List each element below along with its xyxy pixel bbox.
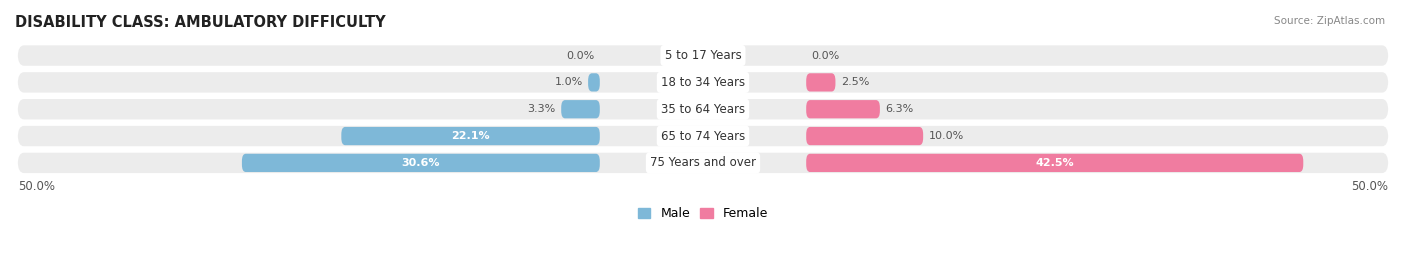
- Text: 65 to 74 Years: 65 to 74 Years: [661, 129, 745, 143]
- Text: 1.0%: 1.0%: [554, 77, 582, 87]
- FancyBboxPatch shape: [18, 99, 1388, 120]
- FancyBboxPatch shape: [18, 126, 1388, 146]
- FancyBboxPatch shape: [18, 45, 1388, 66]
- Text: 0.0%: 0.0%: [567, 51, 595, 61]
- FancyBboxPatch shape: [806, 127, 924, 145]
- Text: 42.5%: 42.5%: [1035, 158, 1074, 168]
- Text: 0.0%: 0.0%: [811, 51, 839, 61]
- Legend: Male, Female: Male, Female: [638, 207, 768, 220]
- Text: 10.0%: 10.0%: [929, 131, 965, 141]
- Text: Source: ZipAtlas.com: Source: ZipAtlas.com: [1274, 16, 1385, 26]
- Text: 75 Years and over: 75 Years and over: [650, 157, 756, 169]
- Text: 3.3%: 3.3%: [527, 104, 555, 114]
- Text: 35 to 64 Years: 35 to 64 Years: [661, 103, 745, 116]
- FancyBboxPatch shape: [561, 100, 600, 118]
- FancyBboxPatch shape: [588, 73, 600, 91]
- Text: DISABILITY CLASS: AMBULATORY DIFFICULTY: DISABILITY CLASS: AMBULATORY DIFFICULTY: [15, 15, 385, 30]
- Text: 22.1%: 22.1%: [451, 131, 489, 141]
- FancyBboxPatch shape: [342, 127, 600, 145]
- Text: 5 to 17 Years: 5 to 17 Years: [665, 49, 741, 62]
- FancyBboxPatch shape: [18, 72, 1388, 92]
- FancyBboxPatch shape: [806, 154, 1303, 172]
- FancyBboxPatch shape: [806, 100, 880, 118]
- FancyBboxPatch shape: [806, 73, 835, 91]
- Text: 18 to 34 Years: 18 to 34 Years: [661, 76, 745, 89]
- Text: 50.0%: 50.0%: [18, 180, 55, 193]
- FancyBboxPatch shape: [18, 153, 1388, 173]
- Text: 6.3%: 6.3%: [886, 104, 914, 114]
- Text: 30.6%: 30.6%: [402, 158, 440, 168]
- Text: 2.5%: 2.5%: [841, 77, 869, 87]
- Text: 50.0%: 50.0%: [1351, 180, 1388, 193]
- FancyBboxPatch shape: [242, 154, 600, 172]
